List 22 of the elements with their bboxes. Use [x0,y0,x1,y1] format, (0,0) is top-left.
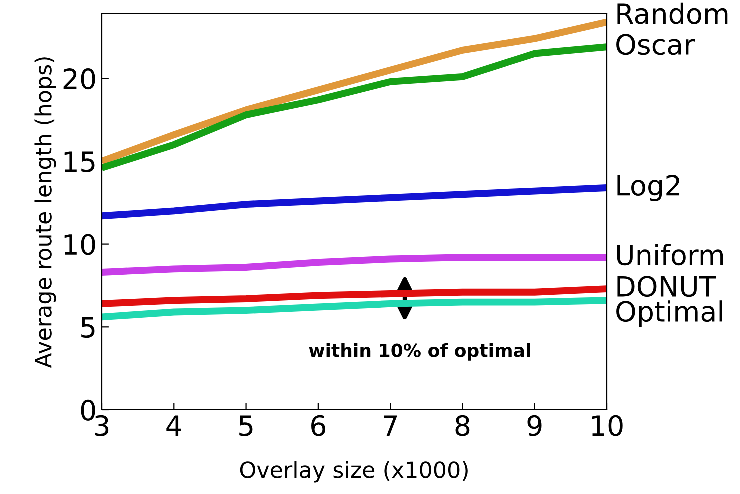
annotation: within 10% of optimal [309,343,530,361]
series-label: DONUT [618,276,716,298]
x-tick-label: 5 [240,416,253,436]
series-label: Optimal [616,300,722,328]
x-tick-label: 9 [528,415,542,436]
series-label: Log2 [618,175,680,202]
x-tick-label: 7 [384,416,398,436]
x-tick-label: 3 [95,415,109,436]
y-tick-label: 5 [82,317,95,338]
x-axis-title: Overlay size (x1000) [240,461,468,483]
x-tick-label: 4 [166,416,182,436]
y-tick-label: 10 [64,234,96,256]
x-tick-label: 6 [312,415,326,436]
series-label: Uniform [617,244,724,266]
x-tick-label: 8 [456,415,470,436]
series-label: Oscar [616,34,696,56]
series-label: Random [618,2,728,24]
y-tick-label: 15 [64,152,95,172]
x-tick-label: 10 [592,415,623,436]
y-axis-title: Average route length (hops) [34,58,56,368]
y-tick-label: 20 [64,68,96,90]
y-tick-label: 0 [81,400,96,421]
